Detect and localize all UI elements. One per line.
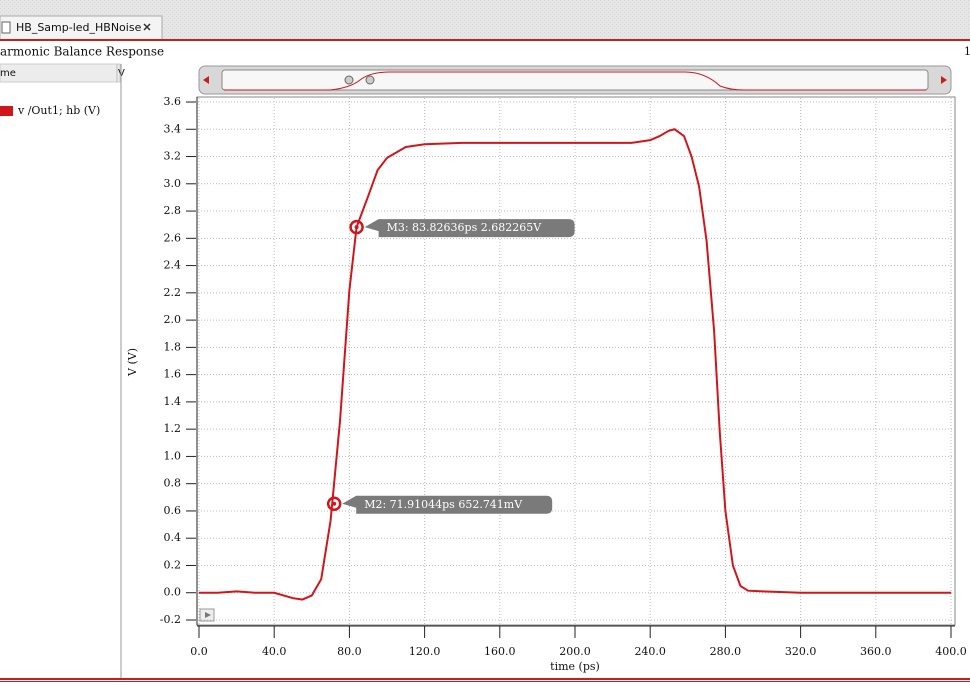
x-tick-label: 40.0: [262, 645, 287, 658]
y-tick-label: 0.2: [164, 558, 182, 571]
bottom-border: [0, 678, 970, 680]
x-tick-label: 240.0: [634, 645, 666, 658]
legend-swatch: [0, 106, 13, 116]
y-tick-label: 3.4: [164, 122, 182, 135]
y-axis-label: V (V): [126, 348, 139, 377]
legend-header: [0, 64, 120, 82]
y-tick-label: 3.0: [164, 177, 182, 190]
marker-dot: [355, 225, 359, 229]
x-tick-label: 280.0: [710, 645, 742, 658]
y-tick-label: 1.4: [164, 395, 182, 408]
y-tick-label: 1.2: [164, 422, 182, 435]
x-tick-label: 400.0: [935, 645, 967, 658]
x-tick-label: 120.0: [409, 645, 441, 658]
y-tick-label: 2.6: [164, 231, 182, 244]
page-number: 1: [964, 45, 970, 58]
y-tick-label: 2.4: [164, 259, 182, 272]
x-tick-label: 320.0: [785, 645, 817, 658]
plot-area: [197, 97, 955, 625]
marker-dot: [332, 502, 336, 506]
tab-title: HB_Samp-led_HBNoise: [16, 21, 142, 34]
x-tick-label: 0.0: [190, 645, 208, 658]
y-tick-label: 0.4: [164, 531, 182, 544]
x-tick-label: 360.0: [860, 645, 892, 658]
overview-handle[interactable]: [366, 76, 374, 84]
tab-underline: [0, 39, 970, 41]
y-tick-label: 0.6: [164, 504, 182, 517]
overview-handle[interactable]: [345, 76, 353, 84]
y-tick-label: 2.2: [164, 286, 182, 299]
x-tick-label: 80.0: [337, 645, 362, 658]
panel-title: armonic Balance Response: [0, 45, 164, 59]
x-axis-label: time (ps): [550, 660, 600, 673]
x-tick-label: 160.0: [484, 645, 516, 658]
legend-entry[interactable]: v /Out1; hb (V): [17, 104, 100, 117]
tab-icon: [2, 22, 10, 33]
x-tick-label: 200.0: [559, 645, 591, 658]
y-tick-label: 3.6: [164, 95, 182, 108]
y-tick-label: 0.0: [164, 586, 182, 599]
y-tick-label: 0.8: [164, 477, 182, 490]
marker-label: M2: 71.91044ps 652.741mV: [364, 498, 523, 511]
y-tick-label: 2.8: [164, 204, 182, 217]
y-tick-label: 1.0: [164, 449, 182, 462]
overview-thumb[interactable]: [222, 70, 928, 90]
y-tick-label: 1.6: [164, 368, 182, 381]
y-tick-label: 1.8: [164, 340, 182, 353]
y-tick-label: 3.2: [164, 150, 182, 163]
marker-label: M3: 83.82636ps 2.682265V: [387, 221, 543, 234]
legend-header-name: me: [0, 68, 16, 79]
y-tick-label: -0.2: [160, 613, 181, 626]
y-tick-label: 2.0: [164, 313, 182, 326]
